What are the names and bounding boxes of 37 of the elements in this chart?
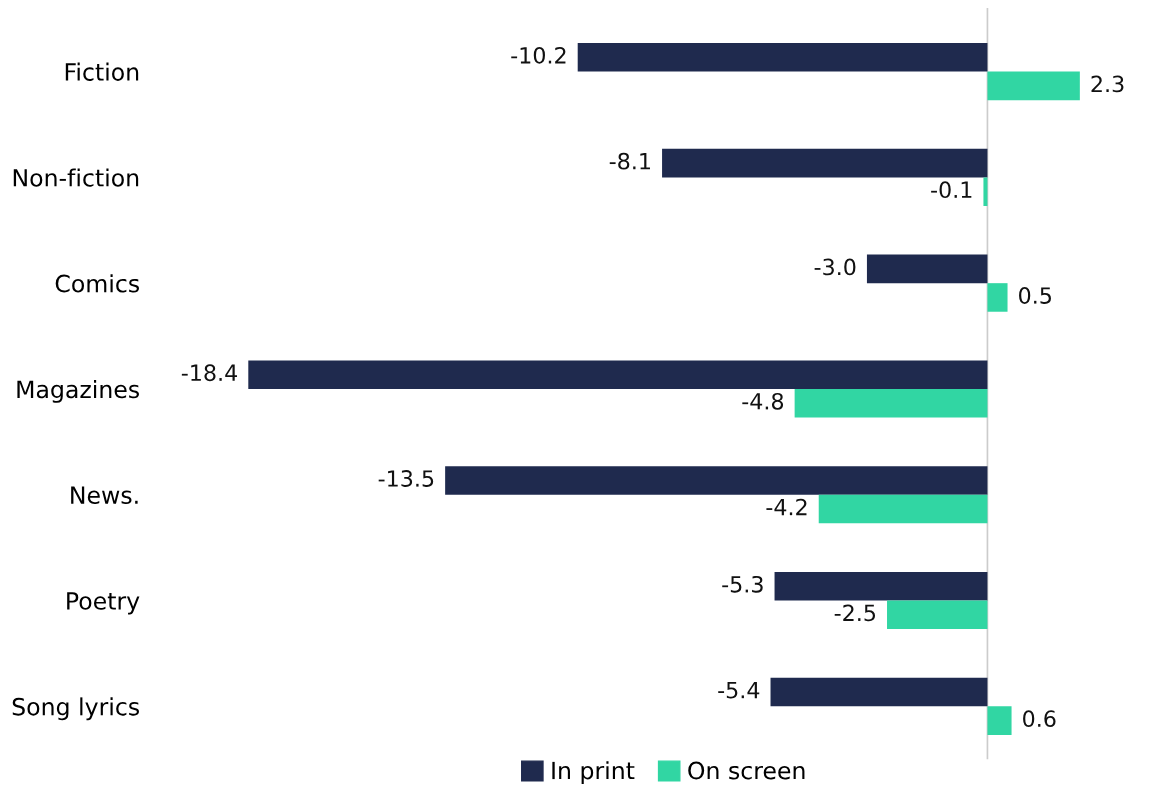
data-label: -8.1	[609, 152, 650, 170]
data-label: 0.6	[1023, 710, 1056, 728]
bar	[866, 254, 988, 284]
y-tick-label: Comics	[55, 274, 139, 293]
bar	[987, 706, 1012, 735]
bar	[983, 177, 988, 206]
data-label: -18.4	[181, 364, 238, 382]
bar	[774, 571, 988, 601]
y-tick-label: Non-fiction	[13, 168, 139, 187]
bar	[794, 388, 988, 418]
data-label: -5.3	[722, 575, 763, 593]
data-label: 0.5	[1019, 287, 1051, 304]
bar	[770, 677, 988, 707]
bar	[987, 283, 1008, 312]
data-label: -4.2	[766, 498, 807, 516]
y-tick-label: Magazines	[17, 379, 139, 403]
y-tick-label: News.	[71, 486, 138, 505]
y-tick-label: Fiction	[65, 62, 139, 81]
data-label: -10.2	[511, 46, 566, 64]
y-tick-label: Poetry	[67, 592, 140, 615]
bar	[577, 43, 988, 72]
data-label: -5.4	[718, 681, 760, 699]
data-label: -3.0	[814, 258, 856, 276]
bar	[987, 71, 1080, 101]
data-label: -13.5	[378, 470, 434, 487]
legend-label: On screen	[688, 761, 805, 780]
data-label: 2.3	[1091, 75, 1124, 93]
data-label: -4.8	[742, 392, 784, 410]
bar	[248, 360, 988, 389]
data-label: -2.5	[834, 604, 876, 622]
bar	[445, 466, 988, 495]
data-label: -0.1	[931, 181, 972, 199]
bar	[887, 600, 988, 630]
y-tick-label: Song lyrics	[12, 697, 139, 721]
bar	[662, 148, 988, 178]
bar	[818, 494, 988, 524]
legend-label: In print	[552, 761, 635, 785]
